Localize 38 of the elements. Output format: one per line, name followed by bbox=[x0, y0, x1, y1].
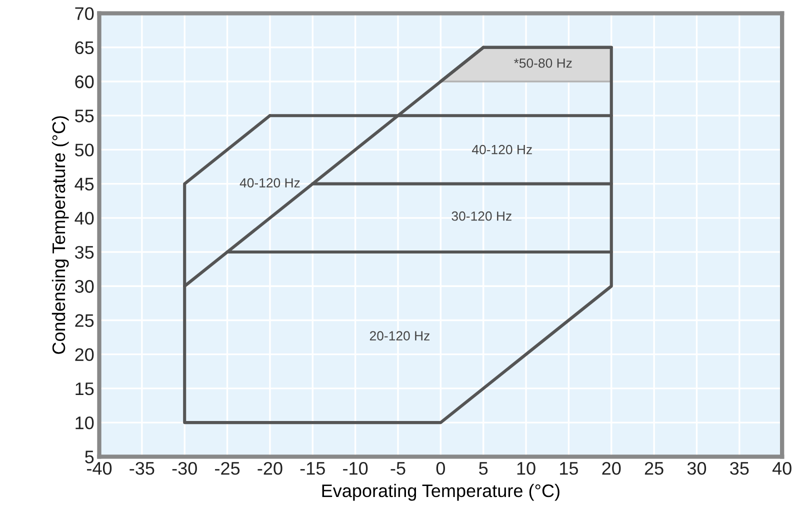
x-tick-label: 30 bbox=[687, 462, 706, 475]
x-tick-label: -20 bbox=[258, 462, 282, 475]
x-tick-label: 20 bbox=[602, 462, 621, 475]
y-tick-label: 45 bbox=[74, 178, 94, 191]
x-tick-label: -30 bbox=[172, 462, 197, 475]
y-tick-label: 5 bbox=[85, 450, 94, 464]
x-tick-label: 40 bbox=[772, 462, 792, 475]
y-tick-label: 60 bbox=[75, 75, 94, 88]
x-axis-title: Evaporating Temperature (°C) bbox=[322, 484, 560, 501]
y-tick-label: 40 bbox=[74, 212, 94, 225]
x-tick-label: 35 bbox=[730, 462, 749, 475]
y-tick-label: 55 bbox=[75, 110, 94, 122]
x-tick-label: 15 bbox=[560, 462, 578, 475]
x-tick-label: -35 bbox=[130, 462, 154, 475]
x-tick-label: -10 bbox=[343, 462, 368, 475]
y-tick-label: 35 bbox=[74, 246, 94, 259]
x-tick-label: 10 bbox=[517, 462, 536, 475]
x-tick-label: 25 bbox=[644, 462, 664, 475]
annotation: 20-120 Hz bbox=[370, 331, 430, 340]
x-tick-label: -25 bbox=[215, 462, 240, 475]
y-tick-label: 25 bbox=[75, 314, 94, 327]
y-tick-label: 65 bbox=[75, 41, 94, 54]
y-tick-label: 50 bbox=[75, 144, 94, 156]
x-tick-label: -5 bbox=[390, 462, 406, 475]
annotation: 40-120 Hz bbox=[472, 144, 532, 154]
x-tick-label: 0 bbox=[436, 462, 445, 475]
y-axis-title: Condensing Temperature (°C) bbox=[52, 116, 69, 354]
y-tick-label: 70 bbox=[75, 7, 94, 20]
annotation: 30-120 Hz bbox=[452, 211, 512, 221]
annotation: 40-120 Hz bbox=[240, 178, 300, 188]
y-tick-label: 15 bbox=[76, 382, 94, 396]
x-tick-label: -40 bbox=[87, 462, 112, 475]
y-tick-label: 30 bbox=[74, 280, 94, 293]
x-tick-label: -15 bbox=[300, 462, 325, 475]
y-tick-label: 20 bbox=[75, 348, 94, 362]
y-tick-label: 10 bbox=[76, 416, 94, 430]
x-tick-label: 5 bbox=[479, 462, 488, 475]
annotation: *50-80 Hz bbox=[514, 58, 572, 68]
